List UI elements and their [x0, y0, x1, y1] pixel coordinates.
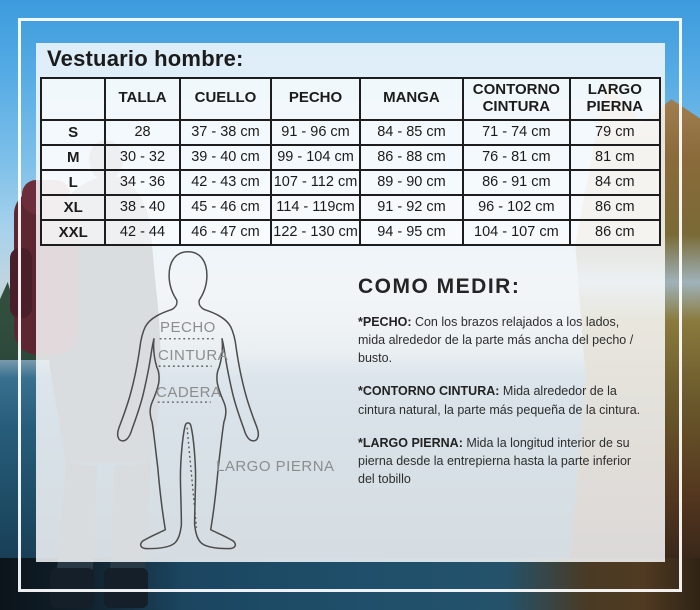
header-cell: CUELLO — [178, 77, 273, 121]
value-cell: 34 - 36 — [104, 168, 181, 196]
value-cell: 91 - 92 cm — [358, 193, 465, 221]
value-cell: 99 - 104 cm — [270, 143, 361, 171]
size-row: M 30 - 32 39 - 40 cm 99 - 104 cm 86 - 88 cm 7… — [39, 143, 662, 171]
value-cell: 86 - 91 cm — [462, 168, 571, 196]
value-cell: 114 - 119cm — [270, 193, 361, 221]
value-cell: 84 cm — [568, 168, 662, 196]
measure-instruction: *LARGO PIERNA: Mida la longitud interior… — [358, 435, 632, 486]
value-cell: 28 — [104, 118, 181, 146]
size-row: XXL 42 - 44 46 - 47 cm 122 - 130 cm 94 - 95 … — [39, 218, 662, 246]
value-cell: 86 cm — [568, 218, 662, 246]
content-panel: Vestuario hombre: TALLA CUELLO PECHO MANGA C… — [36, 43, 665, 562]
value-cell: 104 - 107 cm — [462, 218, 571, 246]
value-cell: 107 - 112 cm — [270, 168, 361, 196]
value-cell: 46 - 47 cm — [178, 218, 273, 246]
how-to-measure-section: COMO MEDIR: *PECHO: Con los brazos relaj… — [358, 275, 654, 503]
measure-instruction: *CONTORNO CINTURA: Mida alrededor de la … — [358, 384, 641, 417]
value-cell: 96 - 102 cm — [462, 193, 571, 221]
header-cell: PECHO — [270, 77, 361, 121]
size-table: TALLA CUELLO PECHO MANGA CONTORNO CINTURA LAR… — [39, 77, 662, 246]
value-cell: 39 - 40 cm — [178, 143, 273, 171]
size-cell: M — [39, 143, 107, 171]
diagram-label-largo-pierna: LARGO PIERNA — [216, 458, 335, 475]
value-cell: 86 cm — [568, 193, 662, 221]
how-to-measure-heading: COMO MEDIR: — [358, 275, 521, 298]
value-cell: 94 - 95 cm — [358, 218, 465, 246]
measure-instruction: *PECHO: Con los brazos relajados a los l… — [358, 315, 634, 366]
size-table-header: TALLA CUELLO PECHO MANGA CONTORNO CINTURA LAR… — [39, 77, 662, 121]
size-row: XL 38 - 40 45 - 46 cm 114 - 119cm 91 - 92 cm… — [39, 193, 662, 221]
value-cell: 45 - 46 cm — [178, 193, 273, 221]
value-cell: 81 cm — [568, 143, 662, 171]
value-cell: 71 - 74 cm — [462, 118, 571, 146]
size-table-body: S 28 37 - 38 cm 91 - 96 cm 84 - 85 cm 71 - 74… — [39, 118, 662, 246]
page-title: Vestuario hombre: — [47, 46, 244, 71]
header-cell: TALLA — [104, 77, 181, 121]
size-cell: L — [39, 168, 107, 196]
how-to-measure-items: *PECHO: Con los brazos relajados a los l… — [358, 313, 654, 488]
size-cell: XL — [39, 193, 107, 221]
value-cell: 76 - 81 cm — [462, 143, 571, 171]
value-cell: 86 - 88 cm — [358, 143, 465, 171]
value-cell: 79 cm — [568, 118, 662, 146]
body-measurement-diagram: PECHO CINTURA CADERA LARGO PIERNA — [76, 248, 376, 560]
value-cell: 37 - 38 cm — [178, 118, 273, 146]
measure-term: *CONTORNO CINTURA: — [358, 384, 500, 399]
header-cell: LARGO PIERNA — [568, 77, 662, 121]
value-cell: 89 - 90 cm — [358, 168, 465, 196]
measure-term: *PECHO: — [358, 315, 412, 329]
size-row: S 28 37 - 38 cm 91 - 96 cm 84 - 85 cm 71 - 74… — [39, 118, 662, 146]
size-row: L 34 - 36 42 - 43 cm 107 - 112 cm 89 - 90 cm… — [39, 168, 662, 196]
value-cell: 122 - 130 cm — [270, 218, 361, 246]
value-cell: 42 - 43 cm — [178, 168, 273, 196]
size-cell: XXL — [39, 218, 107, 246]
value-cell: 38 - 40 — [104, 193, 181, 221]
measure-term: *LARGO PIERNA: — [358, 435, 463, 450]
diagram-label-pecho: PECHO — [160, 319, 216, 336]
body-outline-figure — [116, 251, 260, 550]
value-cell: 84 - 85 cm — [358, 118, 465, 146]
diagram-label-cintura: CINTURA — [158, 347, 229, 364]
size-cell: S — [39, 118, 107, 146]
header-cell: CONTORNO CINTURA — [462, 77, 571, 121]
value-cell: 42 - 44 — [104, 218, 181, 246]
header-row: TALLA CUELLO PECHO MANGA CONTORNO CINTURA LAR… — [39, 77, 662, 121]
header-cell: MANGA — [358, 77, 465, 121]
header-empty-cell — [39, 77, 107, 121]
diagram-label-cadera: CADERA — [156, 384, 222, 401]
value-cell: 30 - 32 — [104, 143, 181, 171]
value-cell: 91 - 96 cm — [270, 118, 361, 146]
